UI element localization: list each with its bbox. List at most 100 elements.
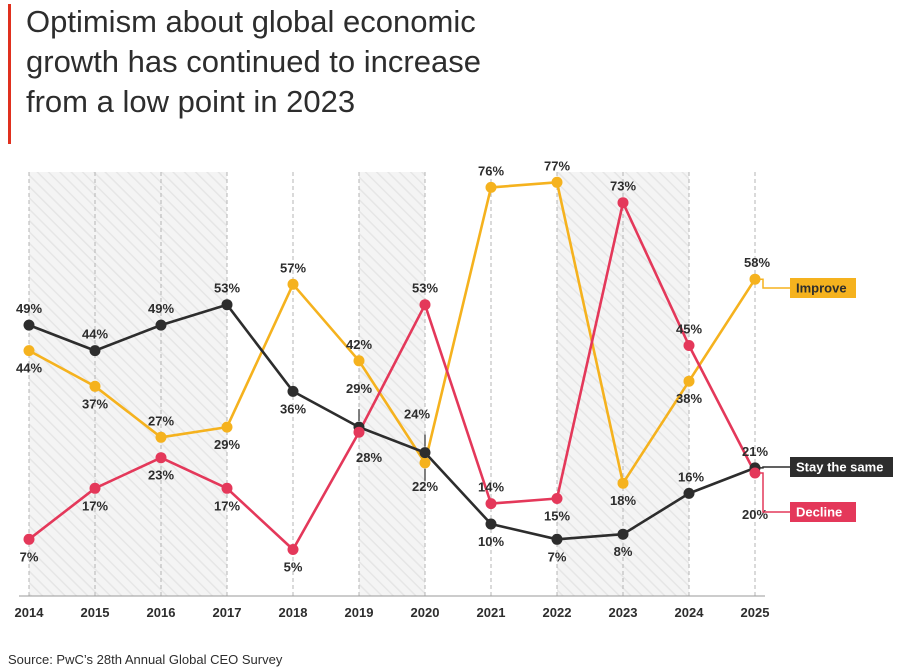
point-improve-2022: [551, 176, 563, 188]
series-line-improve: [28, 181, 757, 485]
point-decline-2018: [287, 544, 299, 555]
legend-label-stay: Stay the same: [796, 460, 883, 475]
point-improve-2019: [353, 355, 365, 367]
point-decline-2016: [155, 452, 167, 464]
x-tick-2014: 2014: [15, 605, 45, 620]
data-label-stay-2021: 10%: [478, 534, 504, 549]
data-label-decline-2023: 73%: [610, 179, 636, 194]
point-improve-2025: [749, 273, 761, 285]
data-label-improve-2022: 77%: [544, 158, 570, 173]
point-decline-2021: [485, 498, 497, 510]
point-stay-2024: [683, 487, 695, 499]
point-improve-2014: [23, 345, 35, 357]
data-label-stay-2019: 29%: [346, 381, 372, 396]
shaded-band-1: [359, 172, 425, 596]
data-label-improve-2019: 42%: [346, 337, 372, 352]
point-stay-2018: [287, 385, 299, 397]
x-tick-2018: 2018: [279, 605, 308, 620]
x-tick-2025: 2025: [741, 605, 770, 620]
point-stay-2022: [551, 533, 563, 545]
point-improve-2021: [485, 181, 497, 193]
data-label-stay-2016: 49%: [148, 301, 174, 316]
point-stay-2014: [23, 319, 35, 331]
point-stay-2015: [89, 345, 101, 357]
x-tick-2017: 2017: [213, 605, 242, 620]
point-decline-2024: [683, 340, 695, 351]
data-label-decline-2022: 15%: [544, 509, 570, 524]
shaded-band-0: [29, 172, 227, 596]
source-note: Source: PwC’s 28th Annual Global CEO Sur…: [8, 652, 283, 667]
data-label-stay-2014: 49%: [16, 301, 42, 316]
x-tick-2020: 2020: [411, 605, 440, 620]
legend-label-improve: Improve: [796, 281, 847, 296]
line-chart: 44% 37% 27% 29% 57% 42% 22% 76% 77% 18% 38% 58% 49% 4…: [15, 158, 893, 620]
x-tick-2024: 2024: [675, 605, 705, 620]
point-improve-2018: [287, 278, 299, 290]
x-tick-2021: 2021: [477, 605, 506, 620]
point-improve-2024: [683, 375, 695, 387]
data-label-stay-2025: 21%: [742, 444, 768, 459]
data-label-stay-2020: 24%: [404, 407, 430, 422]
chart-title: Optimism about global economic growth ha…: [26, 4, 481, 119]
data-label-improve-2020: 22%: [412, 479, 438, 494]
series-line-decline: [28, 201, 757, 551]
data-label-decline-2017: 17%: [214, 498, 240, 513]
legend-tag-decline: [790, 502, 856, 522]
data-label-improve-2021: 76%: [478, 163, 504, 178]
data-label-decline-2016: 23%: [148, 468, 174, 483]
point-improve-2016: [155, 431, 167, 443]
data-label-improve-2015: 37%: [82, 396, 108, 411]
data-label-decline-2024: 45%: [676, 322, 702, 337]
data-label-decline-2025: 20%: [742, 507, 768, 522]
point-decline-2022: [551, 493, 563, 504]
point-improve-2017: [221, 421, 233, 433]
data-label-stay-2022: 7%: [548, 549, 567, 564]
data-label-stay-2015: 44%: [82, 327, 108, 342]
data-label-decline-2014: 7%: [20, 549, 39, 564]
legend-tag-improve: [790, 278, 856, 298]
point-decline-2015: [89, 482, 101, 494]
point-decline-2025: [749, 467, 761, 479]
point-stay-2016: [155, 319, 167, 331]
point-improve-2015: [89, 380, 101, 392]
data-label-decline-2020: 53%: [412, 281, 438, 296]
point-stay-2021: [485, 518, 497, 530]
point-decline-2014: [23, 533, 35, 545]
point-decline-2019: [353, 426, 365, 438]
data-label-improve-2018: 57%: [280, 260, 306, 275]
x-tick-2015: 2015: [81, 605, 110, 620]
data-label-decline-2021: 14%: [478, 480, 504, 495]
data-label-improve-2014: 44%: [16, 361, 42, 376]
data-label-decline-2018: 5%: [284, 560, 303, 575]
point-stay-2020: [419, 447, 431, 459]
data-label-stay-2017: 53%: [214, 281, 240, 296]
title-accent-bar: [8, 4, 11, 144]
point-improve-2023: [617, 477, 629, 489]
point-stay-2017: [221, 299, 233, 311]
legend-connector-decline: [759, 472, 790, 513]
point-stay-2023: [617, 528, 629, 540]
data-label-improve-2017: 29%: [214, 437, 240, 452]
data-label-decline-2015: 17%: [82, 498, 108, 513]
legend-connector-stay: [759, 466, 790, 469]
point-decline-2017: [221, 482, 233, 494]
point-improve-2020: [419, 457, 431, 469]
point-decline-2023: [617, 197, 629, 209]
data-label-improve-2023: 18%: [610, 493, 636, 508]
data-label-stay-2024: 16%: [678, 469, 704, 484]
legend-connector-improve: [759, 278, 790, 289]
data-label-improve-2016: 27%: [148, 413, 174, 428]
point-decline-2020: [419, 299, 431, 311]
data-label-stay-2018: 36%: [280, 401, 306, 416]
series-line-stay: [28, 303, 756, 541]
x-tick-2022: 2022: [543, 605, 572, 620]
data-label-improve-2025: 58%: [744, 255, 770, 270]
data-label-stay-2023: 8%: [614, 544, 633, 559]
x-tick-2023: 2023: [609, 605, 638, 620]
legend-label-decline: Decline: [796, 505, 842, 520]
x-tick-2016: 2016: [147, 605, 176, 620]
x-tick-2019: 2019: [345, 605, 374, 620]
legend-tag-stay: [790, 457, 893, 477]
data-label-improve-2024: 38%: [676, 391, 702, 406]
data-label-decline-2019: 28%: [356, 450, 382, 465]
